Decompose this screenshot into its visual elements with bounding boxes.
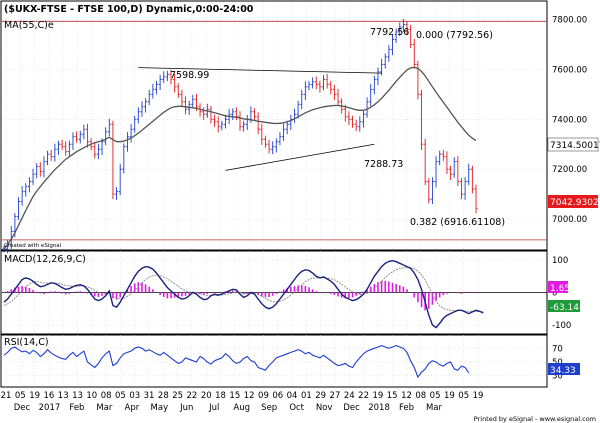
x-month-label: Dec <box>343 403 360 413</box>
macd-signal-line <box>3 267 484 313</box>
x-tick-label: 19 <box>473 391 484 401</box>
rsi-label: RSI(14,C) <box>4 337 49 348</box>
x-tick-label: 12 <box>244 391 255 401</box>
ma-label: MA(55,C)e <box>4 20 54 31</box>
ma-line <box>3 66 477 250</box>
x-tick-label: 20 <box>201 391 212 401</box>
x-tick-label: 19 <box>372 391 383 401</box>
x-month-label: Jun <box>179 403 193 413</box>
x-tick-label: 19 <box>444 391 455 401</box>
x-axis-labels: 21 05 19 16 13 13 10 08 05 03 31 28 25 22 20 18 15 12 09 06… <box>1 391 484 413</box>
annotation-low: 7288.73 <box>364 159 403 170</box>
chart-title: ($UKX-FTSE - FTSE 100,D) Dynamic,0:00-24… <box>4 4 254 15</box>
macd-tick-label: 100 <box>552 256 568 266</box>
x-month-label: Feb <box>399 403 414 413</box>
x-tick-label: 09 <box>258 391 269 401</box>
rsi-tick-label: 30 <box>552 372 563 382</box>
x-tick-label: 08 <box>415 391 426 401</box>
x-tick-label: 13 <box>58 391 69 401</box>
price-tick-label: 7400.00 <box>552 115 587 125</box>
x-tick-label: 15 <box>387 391 398 401</box>
x-tick-label: 24 <box>344 391 355 401</box>
x-tick-label: 05 <box>115 391 126 401</box>
x-tick-label: 01 <box>301 391 312 401</box>
rsi-line <box>3 345 470 379</box>
macd-value-1: 1.65 <box>550 284 570 294</box>
macd-value-2: -63.14 <box>550 303 579 313</box>
macd-value-box-1: 1.65 <box>548 281 570 294</box>
x-month-label: Apr <box>125 403 140 413</box>
x-month-label: Feb <box>69 403 84 413</box>
x-tick-label: 10 <box>86 391 97 401</box>
x-tick-label: 29 <box>315 391 326 401</box>
x-tick-label: 27 <box>330 391 341 401</box>
x-tick-label: 25 <box>172 391 183 401</box>
price-tick-label: 7800.00 <box>552 15 587 25</box>
x-tick-label: 18 <box>215 391 226 401</box>
x-tick-label: 06 <box>272 391 283 401</box>
price-tick-label: 7600.00 <box>552 65 587 75</box>
macd-label: MACD(12,26,9,C) <box>4 254 86 265</box>
resistance-trendline <box>138 67 382 74</box>
x-tick-label: 03 <box>129 391 140 401</box>
macd-value-box-2: -63.14 <box>548 300 580 313</box>
x-tick-label: 05 <box>15 391 26 401</box>
macd-line <box>3 259 484 329</box>
support-trendline <box>225 143 375 171</box>
x-tick-label: 08 <box>101 391 112 401</box>
x-month-label: Mar <box>426 403 443 413</box>
x-month-label: Nov <box>316 403 333 413</box>
macd-tick-label: 0 <box>552 289 557 299</box>
annotation-left-high: 7598.99 <box>170 70 209 81</box>
x-tick-label: 19 <box>29 391 40 401</box>
x-month-label: 2017 <box>39 403 61 413</box>
x-month-label: Aug <box>233 403 250 413</box>
last-price-label: 7042.93022 <box>550 198 600 208</box>
x-month-label: Sep <box>261 403 277 413</box>
x-tick-label: 22 <box>358 391 369 401</box>
x-month-label: Dec <box>14 403 31 413</box>
x-month-label: Oct <box>289 403 304 413</box>
x-tick-label: 31 <box>144 391 155 401</box>
last-price-box: 7042.93022 <box>548 195 600 208</box>
x-tick-label: 16 <box>43 391 54 401</box>
x-tick-label: 05 <box>458 391 469 401</box>
rsi-value: 34.33 <box>550 366 576 376</box>
ma-value-label: 7314.50017 <box>550 141 600 151</box>
macd-tick-label: -100 <box>552 321 571 331</box>
grid <box>2 2 547 386</box>
annotation-fib-low: 0.382 (6916.61108) <box>410 217 505 228</box>
x-month-label: May <box>151 403 169 413</box>
x-tick-label: 15 <box>229 391 240 401</box>
rsi-value-box: 34.33 <box>548 363 580 376</box>
ma-value-box: 7314.50017 <box>547 137 600 152</box>
x-tick-label: 13 <box>72 391 83 401</box>
footer-right: Printed by eSignal - www.esignal.com <box>474 415 596 423</box>
x-tick-label: 21 <box>1 391 12 401</box>
x-month-label: Jul <box>208 403 219 413</box>
x-tick-label: 05 <box>430 391 441 401</box>
price-tick-label: 7000.00 <box>552 215 587 225</box>
x-tick-label: 04 <box>287 391 298 401</box>
price-tick-label: 7200.00 <box>552 165 587 175</box>
annotation-lines <box>2 20 547 241</box>
footer-left: Created with eSignal <box>4 243 62 249</box>
y-axis-labels: 7000.00 7200.00 7400.00 7600.00 7800.00 100 0 -… <box>552 15 587 381</box>
x-tick-label: 12 <box>401 391 412 401</box>
x-month-label: 2018 <box>368 403 390 413</box>
rsi-tick-label: 70 <box>552 344 563 354</box>
x-tick-label: 28 <box>158 391 169 401</box>
x-tick-label: 22 <box>187 391 198 401</box>
x-month-label: Mar <box>96 403 113 413</box>
series-layer <box>2 18 484 379</box>
annotation-high: 7792.56 <box>370 27 409 38</box>
annotation-fib-high: 0.000 (7792.56) <box>416 30 493 41</box>
